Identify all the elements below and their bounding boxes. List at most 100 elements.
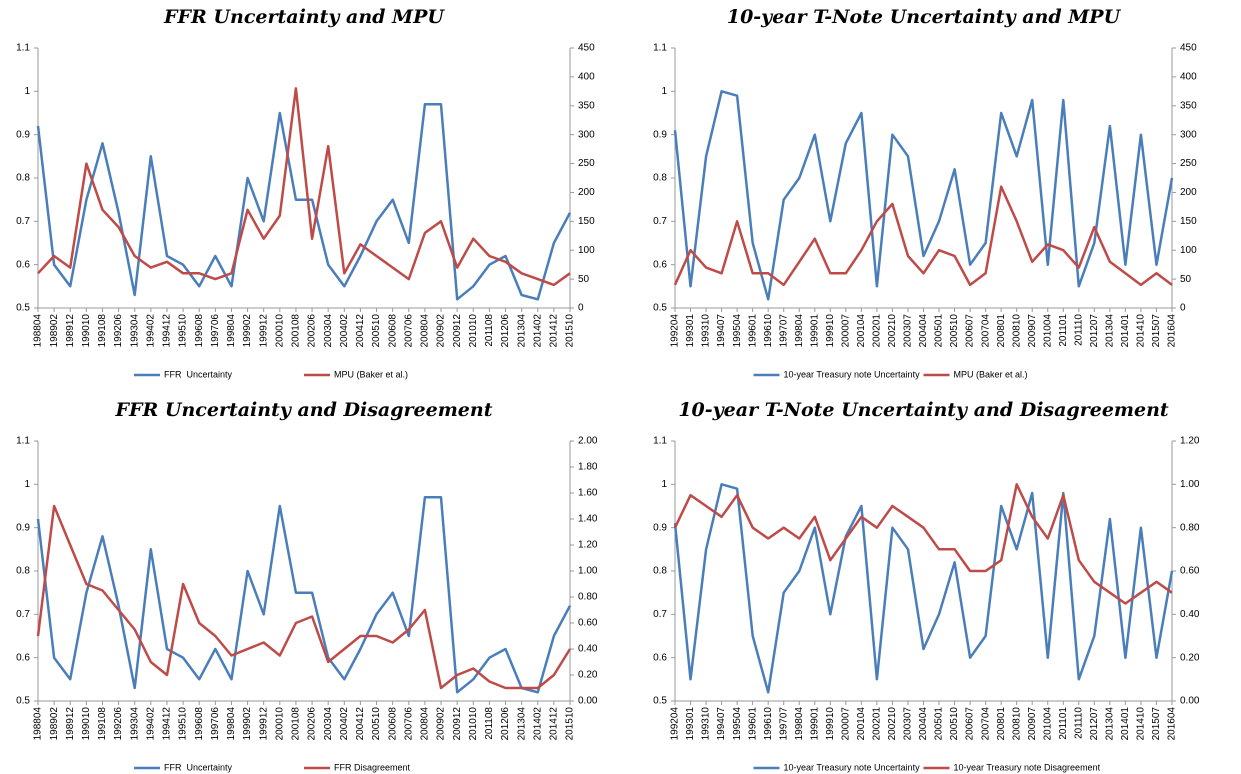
y-tick-label: 0.8 (653, 173, 667, 184)
x-tick-label: 200210 (887, 707, 898, 741)
x-tick-label: 199706 (210, 707, 221, 741)
x-tick-label: 200907 (1027, 707, 1038, 741)
series-line (673, 90, 1174, 301)
x-tick-label: 200902 (436, 707, 447, 741)
x-tick-label: 199407 (716, 314, 727, 348)
x-tick-label: 201010 (468, 314, 479, 348)
y-tick-label: 0.9 (16, 522, 30, 533)
x-tick-label: 201206 (500, 314, 511, 348)
x-tick-label: 198804 (33, 314, 44, 348)
y2-tick-label: 200 (1180, 187, 1197, 198)
y2-tick-label: 400 (578, 72, 595, 83)
x-tick-label: 199608 (194, 314, 205, 348)
x-tick-label: 200206 (307, 707, 318, 741)
y2-tick-label: 0.80 (1180, 522, 1200, 533)
x-tick-label: 200108 (291, 707, 302, 741)
x-tick-label: 201101 (1058, 314, 1069, 347)
x-tick-label: 200501 (934, 314, 945, 348)
chart-title: 10-year T-Note Uncertainty and Disagreem… (678, 399, 1169, 421)
chart-title: 10-year T-Note Uncertainty and MPU (727, 6, 1122, 28)
x-tick-label: 201010 (468, 707, 479, 741)
x-tick-label: 200412 (355, 314, 366, 348)
y2-tick-label: 1.00 (1180, 479, 1200, 490)
x-tick-label: 200902 (436, 314, 447, 348)
y2-tick-label: 1.80 (578, 462, 598, 473)
x-tick-label: 199608 (194, 707, 205, 741)
x-tick-label: 200907 (1027, 314, 1038, 348)
x-tick-label: 201507 (1151, 707, 1162, 741)
x-tick-label: 199510 (178, 314, 189, 348)
series-line (36, 496, 572, 694)
x-tick-label: 200510 (371, 314, 382, 348)
y2-tick-label: 0.40 (1180, 609, 1200, 620)
y2-tick-label: 250 (578, 158, 595, 169)
y2-tick-label: 0.60 (578, 618, 598, 629)
x-tick-label: 200104 (856, 707, 867, 741)
y2-tick-label: 0.40 (578, 644, 598, 655)
x-tick-label: 199304 (129, 314, 140, 348)
x-tick-label: 201110 (1073, 314, 1084, 346)
x-tick-label: 200010 (274, 314, 285, 348)
x-tick-label: 201410 (1136, 314, 1147, 348)
legend-label: FFR Uncertainty (164, 369, 233, 379)
x-tick-label: 201108 (484, 707, 495, 740)
y2-tick-label: 1.20 (578, 540, 598, 551)
y-tick-label: 0.6 (16, 259, 30, 270)
y2-tick-label: 0 (1180, 303, 1186, 314)
x-tick-label: 200912 (452, 314, 463, 348)
x-tick-label: 198912 (65, 707, 76, 741)
x-tick-label: 199804 (226, 707, 237, 741)
x-tick-label: 199204 (670, 707, 681, 741)
x-tick-label: 198912 (65, 314, 76, 348)
y2-tick-label: 100 (1180, 245, 1197, 256)
y2-tick-label: 0.20 (578, 670, 598, 681)
y2-tick-label: 50 (1180, 274, 1192, 285)
legend-label: 10-year Treasury note Uncertainty (784, 762, 921, 772)
x-tick-label: 201207 (1089, 707, 1100, 741)
y2-tick-label: 300 (1180, 129, 1197, 140)
y-tick-label: 1 (24, 479, 30, 490)
x-tick-label: 199902 (242, 707, 253, 741)
y2-tick-label: 400 (1180, 72, 1197, 83)
y2-tick-label: 450 (1180, 43, 1197, 54)
x-tick-label: 201412 (549, 707, 560, 741)
x-tick-label: 199902 (242, 314, 253, 348)
x-tick-label: 198902 (49, 314, 60, 348)
x-tick-label: 201206 (500, 707, 511, 741)
x-tick-label: 200801 (996, 314, 1007, 348)
x-tick-label: 199901 (809, 314, 820, 348)
x-tick-label: 199504 (732, 314, 743, 348)
x-tick-label: 199310 (701, 707, 712, 741)
x-tick-label: 201004 (1042, 707, 1053, 741)
y-tick-label: 1.1 (16, 43, 30, 54)
y-tick-label: 0.7 (16, 609, 30, 620)
x-tick-label: 201402 (532, 707, 543, 741)
y-tick-label: 1 (24, 86, 30, 97)
y-tick-label: 0.5 (653, 303, 667, 314)
series-line (673, 185, 1173, 287)
x-tick-label: 199412 (162, 707, 173, 741)
x-tick-label: 199010 (81, 707, 92, 741)
series-line (37, 87, 571, 287)
x-tick-label: 199707 (778, 314, 789, 348)
x-tick-label: 200304 (323, 707, 334, 741)
x-tick-label: 200412 (355, 707, 366, 741)
x-tick-label: 201108 (484, 314, 495, 347)
x-tick-label: 200402 (339, 314, 350, 348)
x-tick-label: 201604 (1167, 707, 1178, 741)
x-tick-label: 200804 (420, 314, 431, 348)
y2-tick-label: 350 (578, 100, 595, 111)
x-tick-label: 199301 (685, 707, 696, 741)
x-tick-label: 200404 (918, 707, 929, 741)
x-tick-label: 200307 (903, 314, 914, 348)
y-tick-label: 0.9 (16, 129, 30, 140)
x-tick-label: 198902 (49, 707, 60, 741)
y2-tick-label: 2.00 (578, 436, 598, 447)
y-tick-label: 0.7 (653, 216, 667, 227)
y2-tick-label: 350 (1180, 100, 1197, 111)
x-tick-label: 200510 (949, 707, 960, 741)
x-tick-label: 201101 (1058, 707, 1069, 740)
x-tick-label: 199912 (258, 707, 269, 741)
x-tick-label: 199601 (747, 314, 758, 348)
